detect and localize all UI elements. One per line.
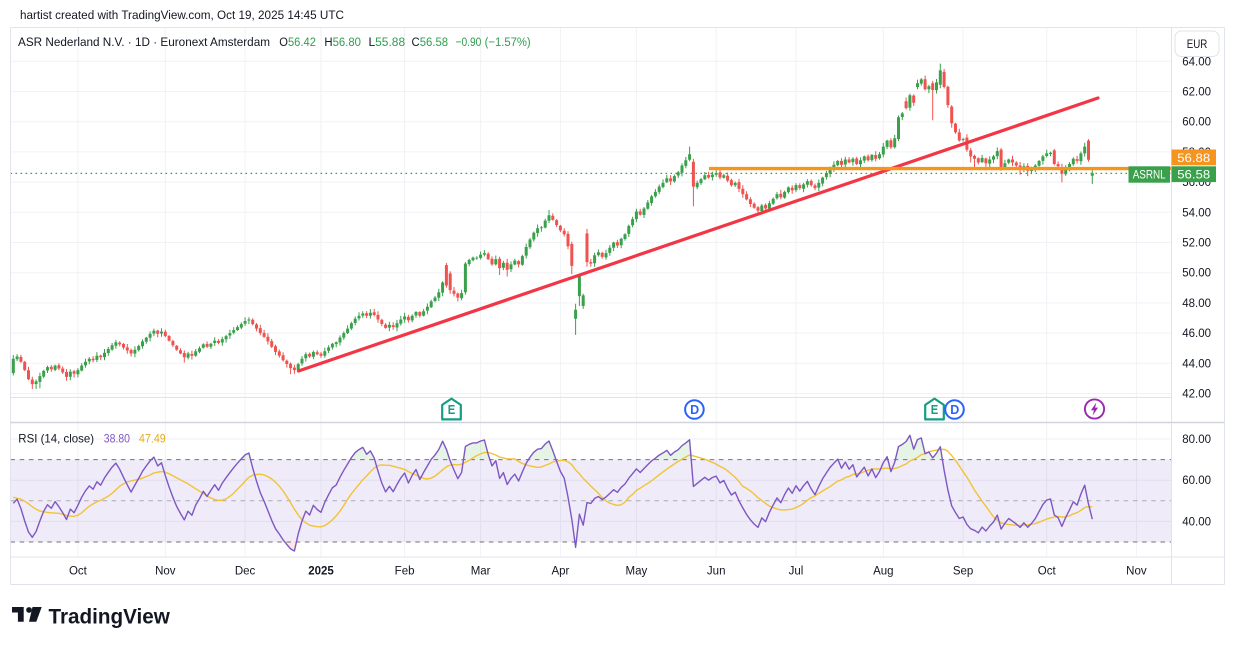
svg-text:Jun: Jun xyxy=(707,566,726,578)
svg-text:62.00: 62.00 xyxy=(1182,87,1211,99)
svg-text:Nov: Nov xyxy=(1126,566,1147,578)
svg-text:60.00: 60.00 xyxy=(1182,475,1211,487)
svg-text:40.00: 40.00 xyxy=(1182,516,1211,528)
svg-text:Jul: Jul xyxy=(789,566,804,578)
svg-text:O56.42: O56.42 xyxy=(279,35,316,49)
svg-text:80.00: 80.00 xyxy=(1182,434,1211,446)
svg-text:D: D xyxy=(690,403,699,417)
svg-text:50.00: 50.00 xyxy=(1182,268,1211,280)
svg-text:TradingView: TradingView xyxy=(49,604,170,629)
svg-text:46.00: 46.00 xyxy=(1182,328,1211,340)
svg-text:ASRNL: ASRNL xyxy=(1133,170,1167,182)
svg-text:52.00: 52.00 xyxy=(1182,238,1211,250)
svg-text:Aug: Aug xyxy=(873,566,893,578)
svg-text:60.00: 60.00 xyxy=(1182,117,1211,129)
svg-text:Oct: Oct xyxy=(1038,566,1057,578)
svg-text:C56.58: C56.58 xyxy=(412,35,449,49)
svg-text:38.80: 38.80 xyxy=(104,431,131,445)
svg-text:Feb: Feb xyxy=(395,566,415,578)
svg-text:E: E xyxy=(448,403,456,417)
svg-text:Nov: Nov xyxy=(155,566,176,578)
svg-text:ASR Nederland N.V. · 1D · Euro: ASR Nederland N.V. · 1D · Euronext Amste… xyxy=(18,35,270,49)
svg-text:56.58: 56.58 xyxy=(1177,168,1210,182)
svg-text:RSI (14, close): RSI (14, close) xyxy=(18,431,94,445)
svg-text:Oct: Oct xyxy=(69,566,88,578)
svg-text:D: D xyxy=(950,403,959,417)
svg-text:Mar: Mar xyxy=(471,566,491,578)
svg-text:−0.90: −0.90 xyxy=(456,35,482,49)
svg-text:56.88: 56.88 xyxy=(1177,151,1210,165)
svg-text:54.00: 54.00 xyxy=(1182,207,1211,219)
svg-text:44.00: 44.00 xyxy=(1182,358,1211,370)
svg-text:42.00: 42.00 xyxy=(1182,389,1211,401)
svg-text:Apr: Apr xyxy=(551,566,569,578)
svg-text:64.00: 64.00 xyxy=(1182,56,1211,68)
svg-text:EUR: EUR xyxy=(1187,37,1208,51)
svg-text:Dec: Dec xyxy=(235,566,256,578)
svg-text:47.49: 47.49 xyxy=(139,431,166,445)
svg-text:May: May xyxy=(626,566,648,578)
svg-text:Sep: Sep xyxy=(953,566,973,578)
svg-text:hartist created with TradingVi: hartist created with TradingView.com, Oc… xyxy=(20,8,344,22)
svg-text:48.00: 48.00 xyxy=(1182,298,1211,310)
svg-text:(−1.57%): (−1.57%) xyxy=(485,35,531,49)
svg-text:E: E xyxy=(931,403,939,417)
svg-text:H56.80: H56.80 xyxy=(324,35,361,49)
svg-text:L55.88: L55.88 xyxy=(369,35,406,49)
svg-text:2025: 2025 xyxy=(308,566,334,578)
